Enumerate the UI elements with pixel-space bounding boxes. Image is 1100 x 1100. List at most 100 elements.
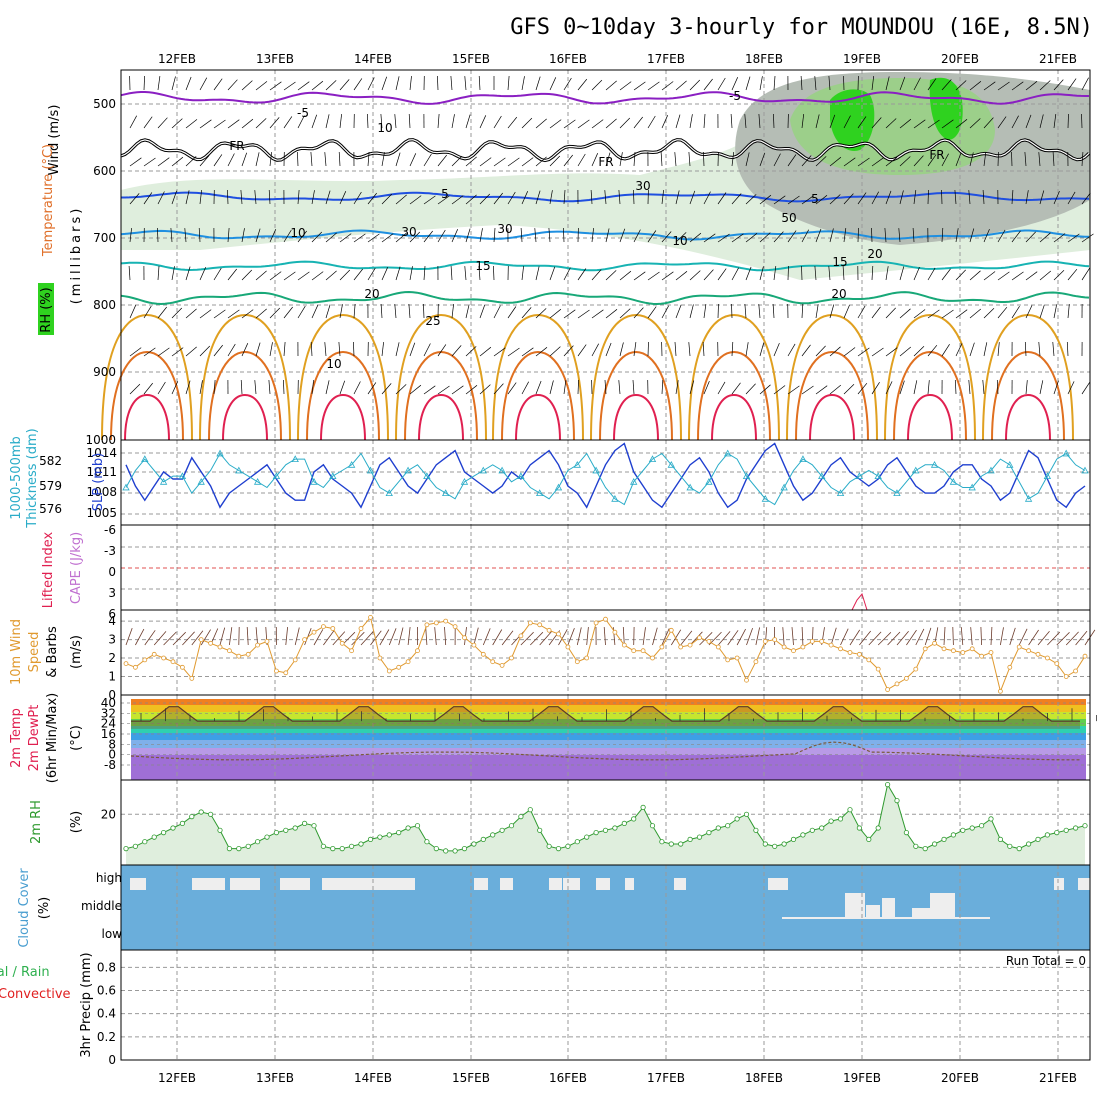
wind10-barb <box>970 627 973 646</box>
wind-point <box>603 616 608 622</box>
wind-barb <box>899 346 912 357</box>
pressure-axis: 500 600 700 800 900 1000 <box>85 97 116 447</box>
wind-barb <box>1025 114 1032 129</box>
wind-barb <box>688 342 691 357</box>
wind-barb <box>437 75 439 91</box>
wind-barb <box>633 229 641 243</box>
rh-point <box>631 816 637 822</box>
wind-barb <box>241 343 249 357</box>
wind-barb <box>633 307 644 319</box>
wind10-barb <box>191 630 204 646</box>
wind10-barb <box>717 631 731 646</box>
wind-point <box>226 648 232 654</box>
wind-point <box>179 664 185 670</box>
precip-tick: 0.6 <box>97 984 116 998</box>
wind-barb <box>675 271 688 281</box>
contour-35-loop <box>124 393 170 441</box>
contour-30-loop <box>991 350 1065 441</box>
rh-point <box>217 827 223 833</box>
wind-barb <box>689 304 694 319</box>
wind-point <box>499 663 505 668</box>
wind-barb <box>857 227 859 243</box>
rh-point <box>226 845 232 852</box>
wind-barb <box>787 154 797 167</box>
wind-barb <box>787 385 800 395</box>
wind-point <box>574 659 580 665</box>
thickness-marker <box>197 477 205 485</box>
temp-tick: 0 <box>108 748 116 762</box>
wind-barb <box>437 344 447 357</box>
wind-barb <box>674 152 677 167</box>
thickness-marker <box>498 466 506 474</box>
wind-barb <box>381 152 385 167</box>
wind-barb <box>955 80 967 91</box>
thickness-marker <box>216 449 224 457</box>
top-date-label: 14FEB <box>354 52 392 66</box>
label-temp-unit: (°C) <box>69 725 84 751</box>
label-wind10-unit: (m/s) <box>69 635 84 669</box>
thickness-marker <box>536 489 544 497</box>
cloud-clear-high <box>1078 878 1090 890</box>
rh-point <box>988 816 994 822</box>
wind-point <box>368 615 373 620</box>
rh-point <box>245 843 251 849</box>
wind-barb <box>1025 190 1029 205</box>
label-slp: SLP (mb) <box>91 453 106 512</box>
wind-barb <box>1081 268 1090 281</box>
wind-barb <box>549 308 562 319</box>
bottom-date-label: 18FEB <box>745 1071 783 1085</box>
rh-point <box>123 845 129 852</box>
wind-barb <box>871 76 875 91</box>
wind-barb <box>157 227 159 243</box>
wind-barb <box>451 304 454 319</box>
rh-point <box>330 845 336 852</box>
wind-barb <box>814 265 817 281</box>
wind-barb <box>815 385 828 395</box>
wind-barb <box>255 118 267 129</box>
wind-point <box>734 655 740 661</box>
wind-point <box>640 648 646 654</box>
rh-point <box>208 811 214 817</box>
cape-tick: 6 <box>108 607 116 621</box>
contour-label: 10 <box>290 226 305 240</box>
thickness-marker <box>1024 494 1033 502</box>
contour-label: 10 <box>672 234 687 248</box>
wind-barb <box>339 79 350 91</box>
wind-barb <box>297 151 299 167</box>
rh-point <box>621 820 627 827</box>
wind-barb <box>605 309 618 319</box>
wind-barb <box>199 119 212 129</box>
label-2mtemp: 2m Temp <box>9 708 24 768</box>
wind-barb <box>675 114 681 129</box>
contour-label: 50 <box>781 211 796 225</box>
wind-point <box>349 648 355 654</box>
wind10-barb <box>755 627 760 646</box>
wind-barb <box>450 75 453 91</box>
contour-label: 10 <box>377 121 392 135</box>
wind-barb <box>283 81 296 91</box>
contour-35-loop <box>907 393 953 441</box>
wind-barb <box>997 81 1010 91</box>
wind-barb <box>842 265 845 281</box>
wind-barb <box>717 381 726 395</box>
thickness-marker <box>310 477 318 485</box>
rh-point <box>273 829 279 836</box>
wind-barb <box>297 305 306 319</box>
precip-tick: 0.4 <box>97 1007 116 1021</box>
thickness-marker <box>573 460 581 468</box>
wind10-barb <box>1037 630 1050 646</box>
rh-point <box>819 825 825 831</box>
wind-barb <box>927 189 929 205</box>
wind10-barb <box>1065 631 1079 646</box>
wind-barb <box>885 266 889 281</box>
wind-barb <box>493 192 503 205</box>
wind-barb <box>367 382 377 395</box>
rh-point <box>236 845 242 852</box>
wind-point <box>509 655 514 661</box>
thickness-marker <box>592 466 600 474</box>
wind-barb <box>269 307 281 319</box>
wind-barb <box>157 381 166 395</box>
wind-point <box>198 637 204 642</box>
precip-axis: 0.8 0.6 0.4 0.2 0 <box>97 960 116 1067</box>
wind-barb <box>325 380 330 395</box>
